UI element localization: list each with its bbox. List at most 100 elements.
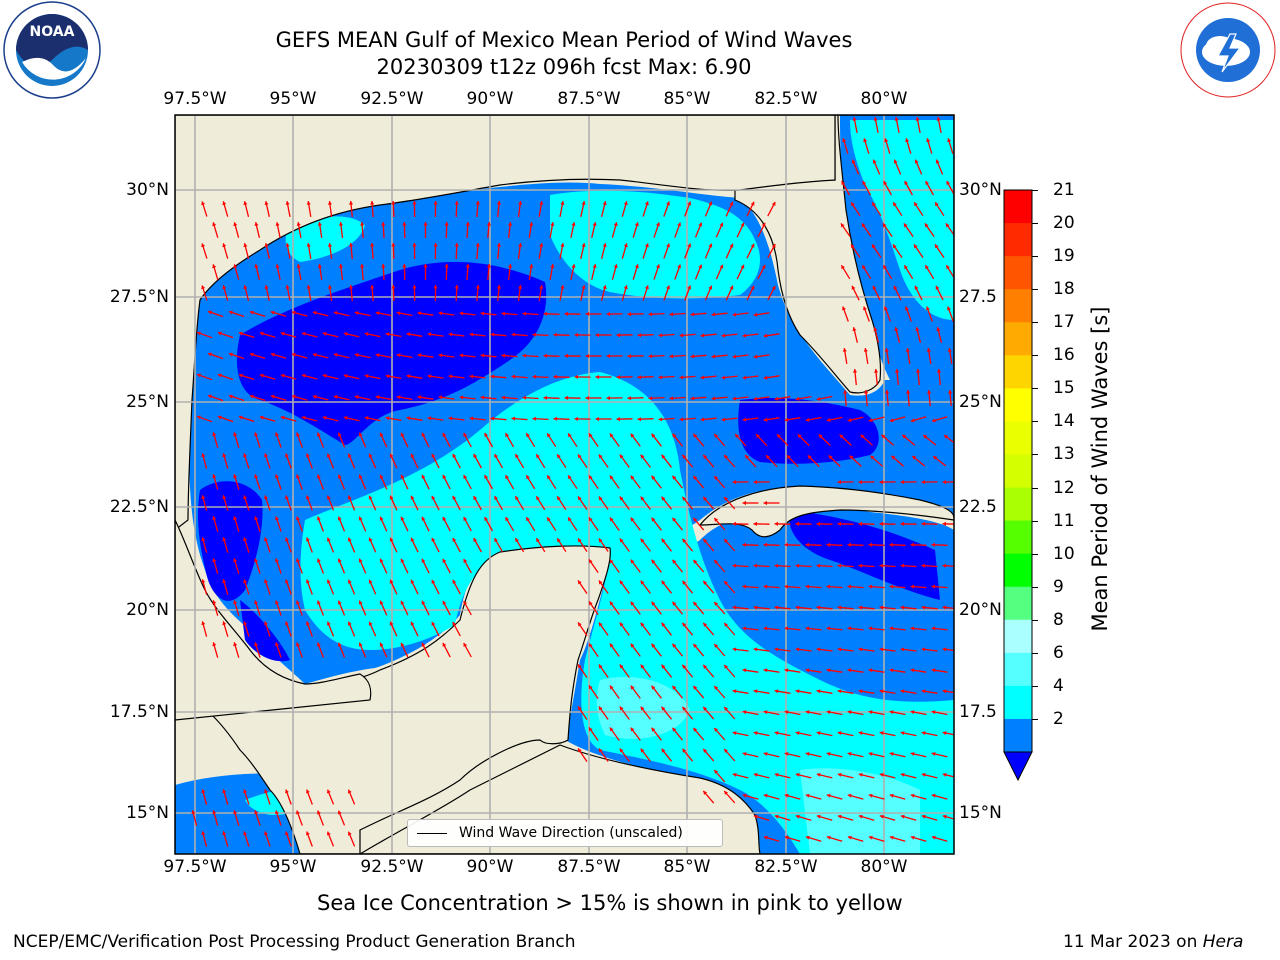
wind-wave-arrowhead [438, 311, 443, 316]
lat-tick-left: 22.5°N [109, 497, 169, 517]
wind-wave-arrowhead [910, 584, 915, 589]
wind-wave-arrowhead [233, 642, 238, 647]
mid-period-zone-nw [285, 216, 365, 262]
wind-wave-arrowhead [742, 500, 746, 506]
wind-wave-arrowhead [795, 772, 800, 777]
wind-wave-arrowhead [254, 600, 259, 605]
low-period-zone-carib [789, 510, 940, 600]
wind-wave-arrowhead [630, 643, 635, 648]
wind-wave-arrowhead [889, 835, 894, 840]
wind-wave-arrowhead [589, 433, 593, 438]
wind-wave-arrowhead [578, 496, 582, 501]
wind-wave-arrowhead [786, 455, 791, 460]
lon-tick-bottom: 90°W [466, 857, 514, 877]
colorbar-segment [1004, 685, 1032, 720]
wind-wave-arrowhead [637, 417, 641, 422]
wind-wave-arrowhead [322, 415, 327, 420]
wind-wave-arrowhead [317, 222, 322, 226]
wind-wave-arrowhead [795, 814, 800, 819]
wind-wave-arrowhead [858, 731, 863, 736]
wind-wave-arrowhead [900, 480, 904, 485]
colorbar-tick-mark [1032, 454, 1038, 456]
lat-tick-right: 15°N [959, 803, 1002, 823]
wind-wave-arrowhead [259, 373, 264, 378]
wind-wave-arrowhead [914, 244, 918, 249]
map-subtitle: 20230309 t12z 096h fcst Max: 6.90 [376, 55, 752, 79]
wind-wave-arrowhead [473, 496, 478, 500]
wind-wave-arrowhead [370, 285, 375, 289]
wind-wave-arrowhead [714, 518, 719, 522]
wind-wave-arrowhead [201, 285, 206, 290]
wind-wave-arrowhead [729, 201, 734, 206]
wind-wave-arrowhead [312, 394, 317, 399]
wind-wave-arrowhead [732, 480, 736, 485]
wind-wave-arrowhead [254, 264, 259, 268]
wind-wave-arrowhead [306, 789, 310, 794]
wind-wave-arrowhead [578, 538, 582, 543]
wind-wave-arrowhead [847, 542, 851, 547]
colorbar-segment [1004, 256, 1032, 290]
wind-wave-arrowhead [742, 668, 747, 673]
wind-wave-arrowhead [606, 354, 610, 359]
wind-wave-arrowhead [900, 521, 904, 526]
wind-wave-arrowhead [784, 417, 789, 422]
wind-wave-arrowhead [379, 642, 384, 647]
wind-wave-arrowhead [942, 563, 947, 568]
wind-wave-arrowhead [672, 517, 677, 522]
wind-wave-arrowhead [568, 433, 572, 438]
footer-date-text: 11 Mar 2023 on [1063, 932, 1203, 952]
wind-wave-arrowhead [285, 495, 289, 500]
wind-wave-arrowhead [931, 793, 936, 798]
wind-wave-arrowhead [795, 396, 800, 401]
wind-wave-arrowhead [724, 539, 728, 543]
wind-wave-arrowhead [873, 117, 878, 121]
wind-wave-arrowhead [423, 264, 428, 268]
wind-wave-arrowhead [795, 605, 800, 610]
wind-wave-arrowhead [606, 312, 610, 317]
wind-wave-arrowhead [442, 516, 447, 521]
wind-wave-arrowhead [682, 538, 687, 543]
wind-wave-arrowhead [884, 306, 888, 311]
wind-wave-arrowhead [347, 789, 352, 794]
wind-wave-arrowhead [400, 432, 405, 437]
wind-wave-arrowhead [589, 685, 593, 690]
wind-wave-arrowhead [427, 374, 432, 379]
wind-wave-arrowhead [630, 601, 635, 606]
wind-wave-arrowhead [763, 542, 767, 547]
wind-wave-arrowhead [385, 374, 390, 379]
wind-wave-arrowhead [889, 793, 894, 798]
wind-wave-arrowhead [609, 475, 614, 480]
wind-wave-arrowhead [285, 285, 290, 289]
wind-wave-arrowhead [883, 181, 888, 185]
lat-tick-left: 27.5°N [109, 287, 169, 307]
colorbar-segment [1004, 619, 1032, 654]
wind-wave-arrowhead [732, 689, 737, 694]
colorbar [1003, 189, 1033, 782]
wind-wave-arrowhead [217, 331, 222, 336]
wind-wave-arrowhead [921, 563, 926, 568]
wind-wave-arrowhead [259, 331, 264, 336]
wind-wave-arrowhead [553, 416, 557, 421]
wind-wave-arrowhead [243, 621, 248, 626]
wind-wave-arrowhead [931, 542, 935, 547]
wind-wave-arrowhead [837, 689, 842, 694]
wind-wave-arrowhead [672, 559, 677, 564]
wind-wave-arrowhead [358, 516, 363, 521]
wind-wave-arrowhead [465, 222, 470, 226]
wind-wave-arrowhead [637, 375, 641, 380]
wind-wave-arrowhead [347, 495, 352, 500]
wind-wave-arrowhead [433, 243, 438, 247]
wind-wave-arrowhead [905, 348, 910, 352]
wind-wave-arrowhead [619, 664, 624, 669]
wind-wave-arrowhead [275, 600, 279, 605]
wind-wave-arrowhead [893, 244, 897, 249]
wind-wave-arrowhead [732, 605, 737, 610]
wind-wave-arrowhead [942, 772, 947, 777]
wind-wave-arrowhead [816, 772, 821, 777]
wind-wave-arrowhead [410, 621, 415, 626]
wind-wave-arrowhead [868, 835, 873, 840]
wind-wave-arrowhead [900, 563, 905, 568]
wind-wave-arrowhead [233, 222, 238, 227]
wind-wave-arrowhead [550, 222, 555, 226]
wind-wave-arrowhead [774, 605, 779, 610]
